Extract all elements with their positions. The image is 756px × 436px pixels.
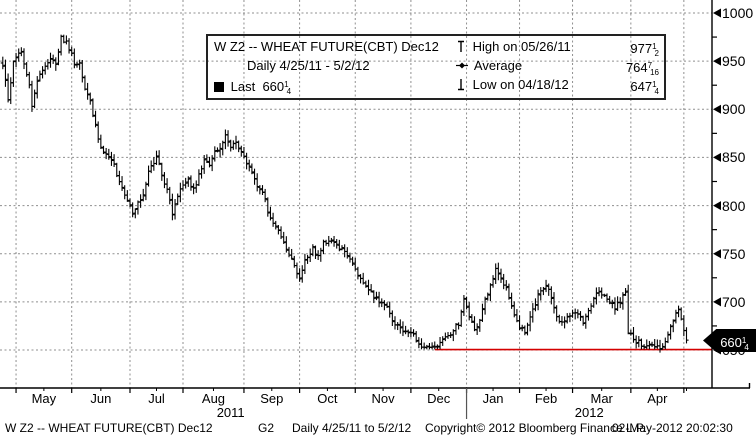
legend-period: Daily 4/25/11 - 5/2/12 [214,56,464,75]
y-axis-tick-label: 800 [722,197,746,214]
last-value: 66014 [262,79,292,96]
x-axis-year-label: 2011 [216,405,245,420]
x-axis-month-label: Mar [590,391,613,406]
badge-price-int: 660 [720,335,742,350]
chart-legend-box: W Z2 -- WHEAT FUTURE(CBT) Dec12 Daily 4/… [206,34,666,100]
low-marker-icon [456,77,466,96]
high-marker-icon [456,39,466,58]
low-label: Low on 04/18/12 [472,77,569,92]
status-bar: W Z2 -- WHEAT FUTURE(CBT) Dec12 G2 Daily… [0,420,756,436]
high-value: 97712 [630,41,659,58]
security-title-text: W Z2 -- WHEAT FUTURE(CBT) Dec12 [214,39,439,54]
x-axis-month-label: Aug [201,391,226,406]
last-price-axis-badge: 66014 [703,329,756,352]
last-price-marker-icon [214,82,224,92]
x-axis-month-label: Jul [148,391,165,406]
footer-page-code: G2 [258,421,275,435]
y-axis-tick-label: 950 [722,53,746,70]
x-axis-month-label: May [31,391,57,406]
x-axis-month-label: Oct [317,391,338,406]
y-axis-tick-label: 900 [722,101,746,118]
x-axis-month-label: Apr [647,391,668,406]
footer-timestamp: 02-May-2012 20:02:30 [612,421,733,435]
high-label: High on 05/26/11 [472,39,571,54]
legend-average-row: Average 764716 [456,56,659,77]
y-axis-tick-label: 700 [722,293,746,310]
legend-high-row: High on 05/26/11 97712 [456,37,659,58]
legend-security-title: W Z2 -- WHEAT FUTURE(CBT) Dec12 [214,37,464,56]
x-axis-month-label: Jun [90,391,112,406]
legend-low-row: Low on 04/18/12 64714 [456,75,659,96]
legend-last-row: Last 66014 [214,75,464,101]
x-axis-month-label: Sep [260,391,284,406]
x-axis-month-label: Jan [482,391,504,406]
average-value: 764716 [625,60,659,77]
low-value: 64714 [630,79,659,96]
footer-copyright: Copyright© 2012 Bloomberg Finance L.P. [425,421,646,435]
average-marker-icon [456,58,468,77]
period-text: Daily 4/25/11 - 5/2/12 [247,58,370,73]
x-axis-month-label: Nov [371,391,395,406]
x-axis-month-label: Dec [427,391,451,406]
average-label: Average [473,58,523,73]
y-axis-tick-label: 750 [722,245,746,262]
last-label: Last [230,79,256,94]
footer-security: W Z2 -- WHEAT FUTURE(CBT) Dec12 [5,421,213,435]
y-axis-tick-label: 1000 [722,5,754,21]
x-axis-year-label: 2012 [574,405,604,420]
badge-price-fraction: 14 [741,336,749,352]
x-axis-month-label: Feb [534,391,558,406]
footer-date-range: Daily 4/25/11 to 5/2/12 [292,421,412,435]
price-bars [0,34,689,353]
y-axis-tick-label: 850 [722,149,746,166]
